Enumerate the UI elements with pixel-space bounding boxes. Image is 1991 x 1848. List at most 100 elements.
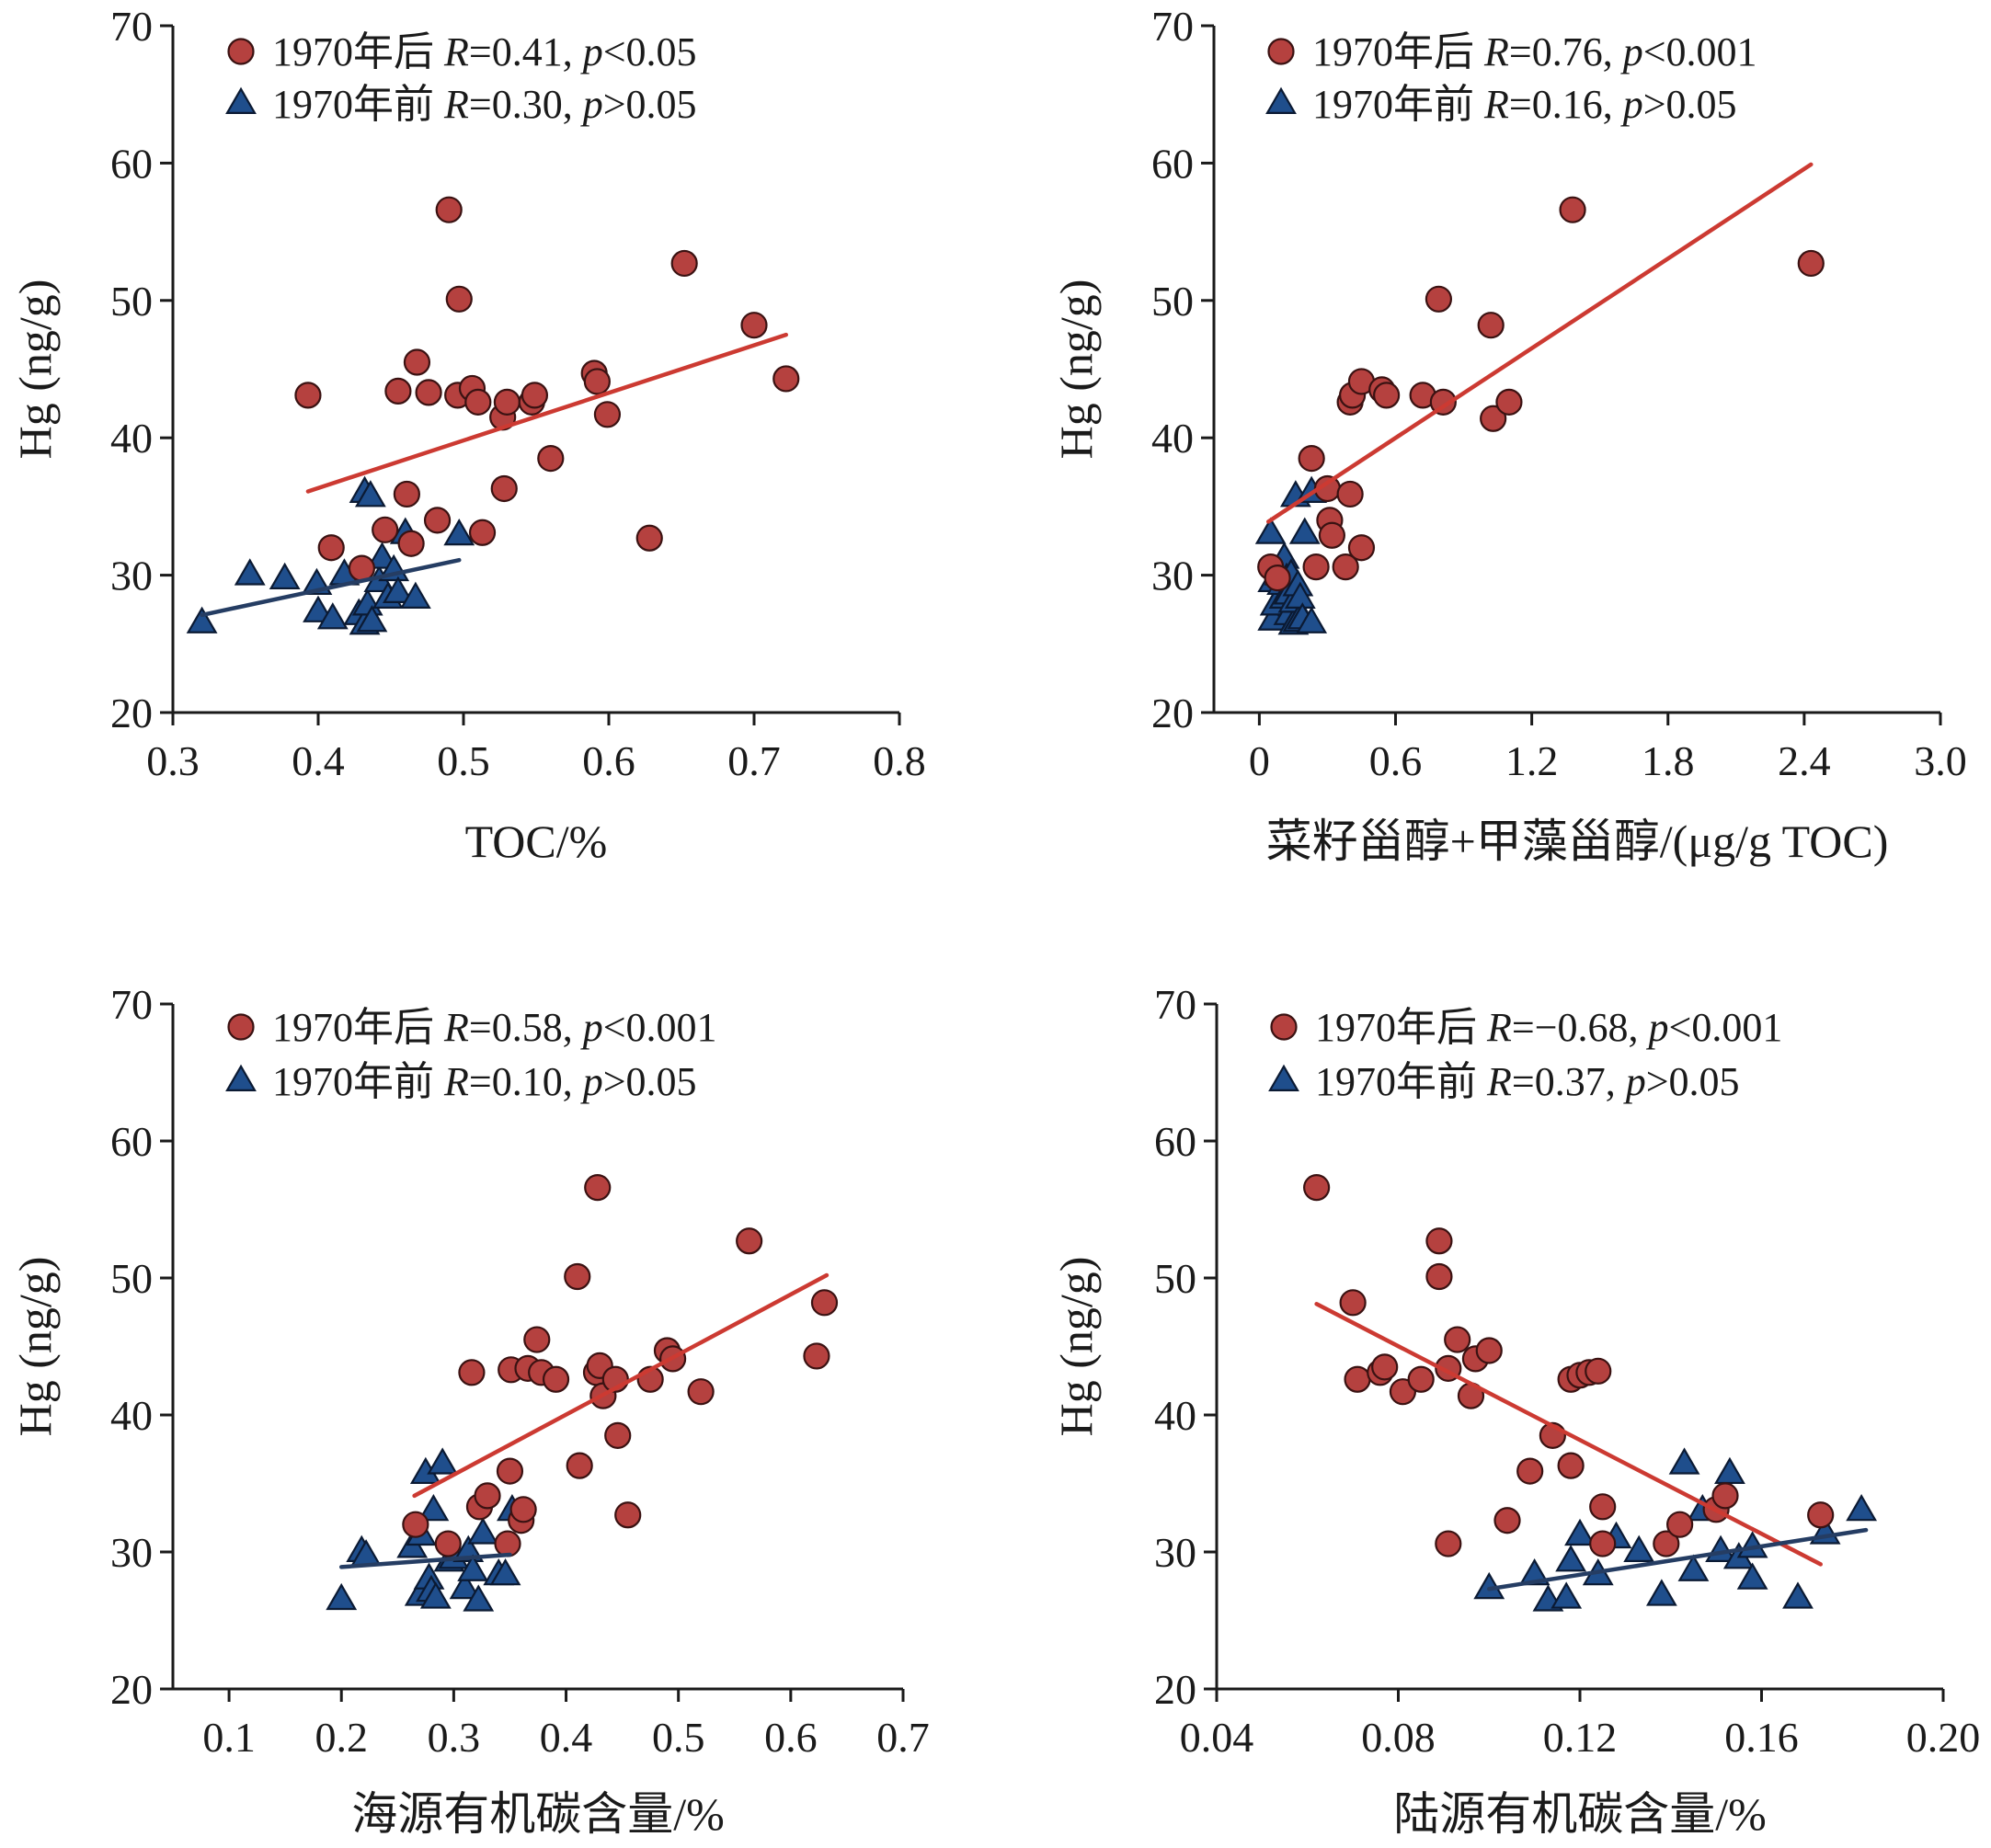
post-1970-point: [458, 1359, 486, 1386]
x-tick-label: 0.6: [764, 1714, 818, 1761]
post-1970-point: [496, 1457, 524, 1485]
y-tick-label: 70: [1154, 981, 1196, 1028]
post-1970-point: [1425, 1262, 1453, 1291]
pre-1970-point: [366, 542, 398, 569]
y-tick-label: 50: [1154, 1255, 1196, 1302]
pre-1970-point: [1714, 1456, 1745, 1485]
legend-circle-marker: [227, 38, 255, 65]
y-tick-label: 40: [110, 1392, 153, 1439]
pre-1970-point: [1645, 1579, 1677, 1606]
pre-1970-point: [457, 1554, 489, 1581]
post-1970-point: [1493, 1507, 1521, 1534]
y-axis-label: Hg (ng/g): [9, 279, 61, 460]
post-1970-point: [403, 348, 431, 376]
post-1970-point: [1475, 1337, 1503, 1364]
legend-entry: 1970年后 R=0.76, p<0.001: [1312, 29, 1757, 74]
y-tick-label: 20: [110, 1666, 153, 1713]
legend-entry: 1970年前 R=0.10, p>0.05: [272, 1059, 697, 1104]
y-tick-label: 50: [1151, 278, 1194, 325]
pre-1970-point: [1668, 1447, 1700, 1475]
x-tick-label: 0.4: [540, 1714, 593, 1761]
axes: [1215, 1004, 1943, 1691]
pre-1970-point: [356, 605, 388, 633]
x-axis-label: 海源有机碳含量/%: [351, 1788, 725, 1840]
legend-entry: 1970年前 R=0.30, p>0.05: [272, 82, 697, 127]
y-tick-label: 30: [1151, 553, 1194, 599]
pre-1970-point: [489, 1558, 521, 1586]
series-post-1970: [1303, 1174, 1835, 1557]
series-pre-1970: [326, 1447, 528, 1612]
x-tick-label: 1.8: [1642, 737, 1695, 784]
pre-1970-fit-line: [200, 557, 462, 618]
post-1970-point: [1495, 388, 1523, 416]
post-1970-point: [736, 1227, 763, 1255]
y-tick-label: 40: [1151, 415, 1194, 462]
post-1970-point: [537, 445, 565, 473]
post-1970-point: [1318, 521, 1345, 549]
y-tick-label: 40: [1154, 1392, 1196, 1439]
x-tick-label: 0.08: [1361, 1714, 1436, 1761]
post-1970-point: [1516, 1457, 1544, 1485]
scatter-panel-2: 20 30 40 50 60 70 0 0.6 1.2 1.8 2.4 3.0 菜籽甾醇+甲藻甾醇/(μ…: [1050, 3, 1967, 867]
post-1970-point: [635, 524, 663, 552]
pre-1970-point: [443, 518, 475, 546]
x-tick-label: 0.20: [1906, 1714, 1981, 1761]
pre-1970-point: [1736, 1562, 1768, 1590]
post-1970-point: [1389, 1378, 1417, 1406]
x-tick-label: 0.1: [202, 1714, 256, 1761]
legend-triangle-marker: [225, 86, 257, 114]
post-1970-point: [564, 1262, 591, 1291]
post-1970-point: [1425, 285, 1453, 313]
post-1970-point: [468, 519, 497, 546]
y-tick-label: 60: [1151, 140, 1194, 187]
post-1970-fit-line: [1266, 162, 1814, 524]
pre-1970-point: [419, 1581, 452, 1609]
pre-1970-point: [452, 1534, 485, 1562]
x-axis-label: TOC/%: [465, 816, 608, 867]
post-1970-point: [1332, 553, 1359, 581]
post-1970-fit-line: [1314, 1302, 1823, 1567]
y-axis-label: Hg (ng/g): [1050, 279, 1102, 460]
post-1970-point: [687, 1378, 715, 1406]
post-1970-point: [740, 312, 768, 339]
pre-1970-point: [1782, 1581, 1814, 1609]
series-post-1970: [1257, 196, 1825, 592]
legend-entry: 1970年后 R=0.58, p<0.001: [272, 1005, 717, 1050]
post-1970-point: [1557, 1452, 1585, 1479]
post-1970-point: [464, 388, 492, 416]
post-1970-fit-line: [412, 1272, 830, 1499]
pre-1970-point: [186, 606, 218, 633]
post-1970-point: [810, 1289, 839, 1317]
post-1970-point: [493, 388, 521, 416]
post-1970-fit-line: [305, 332, 789, 494]
post-1970-point: [294, 382, 322, 409]
x-tick-label: 0.7: [727, 737, 781, 784]
post-1970-point: [1264, 564, 1291, 592]
series-pre-1970: [1473, 1447, 1878, 1612]
post-1970-point: [1477, 312, 1505, 339]
post-1970-point: [1347, 534, 1376, 562]
post-1970-point: [1807, 1501, 1835, 1529]
y-tick-label: 60: [110, 1118, 153, 1165]
pre-1970-point: [354, 480, 386, 508]
series-post-1970: [294, 196, 800, 582]
post-1970-point: [604, 1421, 632, 1449]
post-1970-point: [584, 1174, 612, 1202]
pre-1970-point: [1846, 1493, 1878, 1522]
y-tick-label: 70: [1151, 3, 1194, 50]
y-tick-label: 50: [110, 278, 153, 325]
x-axis-label: 菜籽甾醇+甲藻甾醇/(μg/g TOC): [1266, 816, 1889, 867]
post-1970-point: [490, 474, 518, 503]
legend-triangle-marker: [1268, 1064, 1299, 1091]
post-1970-point: [1797, 249, 1825, 278]
scatter-panel-4: 20 30 40 50 60 70 0.04 0.08 0.12 0.16 0.20 陆源有机碳含量/…: [1050, 981, 1980, 1840]
post-1970-point: [494, 1530, 521, 1557]
post-1970-point: [583, 368, 611, 395]
post-1970-point: [772, 365, 800, 393]
post-1970-point: [1711, 1482, 1739, 1510]
pre-1970-point: [316, 602, 349, 630]
pre-1970-point: [303, 595, 334, 622]
legend-entry: 1970年前 R=0.16, p>0.05: [1312, 82, 1737, 127]
y-tick-label: 30: [1154, 1529, 1196, 1576]
post-1970-point: [1435, 1530, 1462, 1557]
